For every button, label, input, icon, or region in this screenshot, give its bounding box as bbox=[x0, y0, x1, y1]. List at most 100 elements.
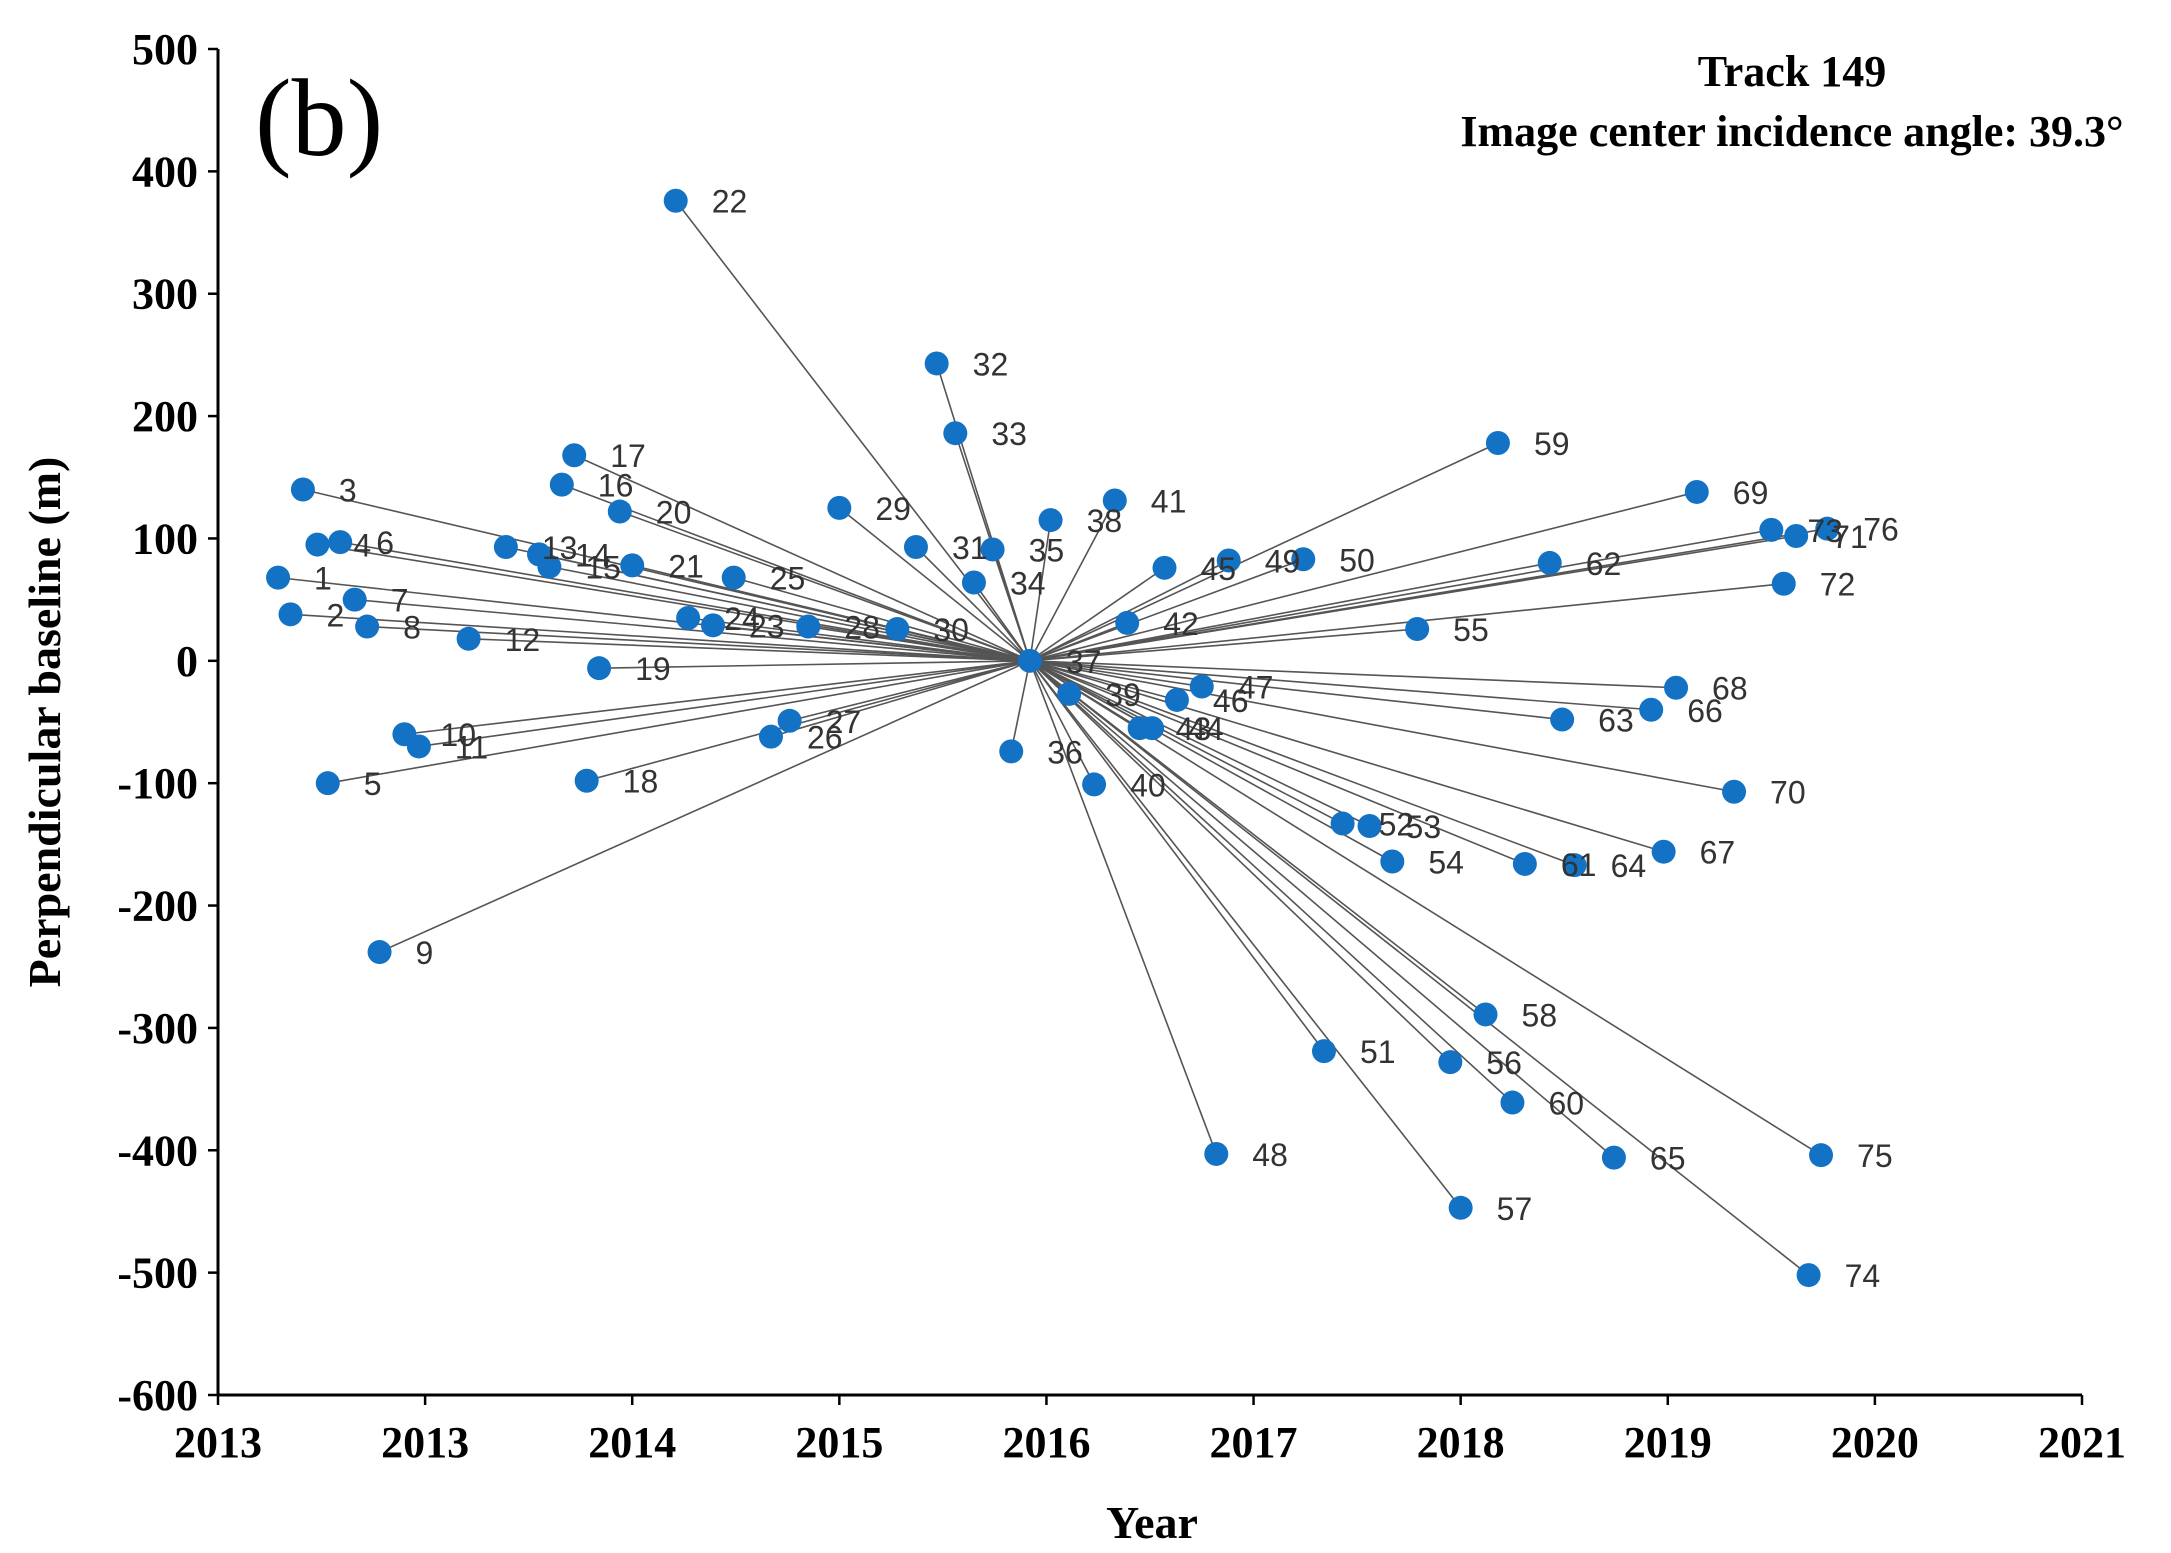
y-ticks: 500 400 300 200 100 0 -100 -200 -300 -400 -500 -600 bbox=[117, 25, 218, 1420]
point-label: 4 bbox=[353, 528, 371, 564]
point-label: 36 bbox=[1047, 734, 1083, 770]
baseline-edge bbox=[1029, 660, 1664, 853]
acquisition-point bbox=[924, 351, 949, 376]
baseline-edge bbox=[1029, 660, 1526, 865]
x-tick-label: 2019 bbox=[1624, 1418, 1712, 1467]
acquisition-point bbox=[620, 553, 645, 578]
point-label: 2 bbox=[326, 597, 344, 633]
y-tick-label: 200 bbox=[132, 392, 198, 441]
point-label: 9 bbox=[416, 935, 434, 971]
acquisition-point bbox=[1311, 1039, 1336, 1064]
point-label: 24 bbox=[724, 601, 760, 637]
point-label: 46 bbox=[1213, 683, 1249, 719]
acquisition-point bbox=[493, 535, 518, 560]
acquisition-point bbox=[562, 443, 587, 468]
point-label: 30 bbox=[933, 612, 969, 648]
point-label: 14 bbox=[575, 537, 611, 573]
acquisition-point bbox=[676, 605, 701, 630]
baseline-edge bbox=[561, 483, 1031, 662]
acquisition-point bbox=[1664, 675, 1689, 700]
baseline-edge bbox=[586, 660, 1031, 782]
baseline-edge bbox=[1010, 660, 1031, 752]
acquisition-point bbox=[1357, 814, 1382, 839]
point-label: 29 bbox=[875, 491, 911, 527]
acquisition-point bbox=[1438, 1050, 1463, 1075]
acquisition-point bbox=[961, 570, 986, 595]
acquisition-point bbox=[663, 188, 688, 213]
baseline-edge bbox=[1029, 442, 1499, 662]
acquisition-point bbox=[1038, 508, 1063, 533]
acquisition-point bbox=[980, 537, 1005, 562]
point-label: 70 bbox=[1770, 775, 1806, 811]
point-label: 20 bbox=[656, 495, 692, 531]
point-label: 56 bbox=[1486, 1045, 1522, 1081]
point-label: 66 bbox=[1687, 693, 1723, 729]
point-label: 17 bbox=[610, 438, 646, 474]
baseline-edge bbox=[468, 637, 1030, 662]
point-label: 1 bbox=[314, 561, 332, 597]
point-label: 72 bbox=[1820, 567, 1856, 603]
acquisition-point bbox=[1216, 548, 1241, 573]
acquisition-point bbox=[1057, 681, 1082, 706]
point-label: 63 bbox=[1598, 703, 1634, 739]
x-tick-label: 2016 bbox=[1002, 1418, 1090, 1467]
x-ticks: 2013 2013 2014 2015 2016 2017 2018 2019 2020 2021 bbox=[174, 1395, 2126, 1467]
point-label: 19 bbox=[635, 651, 671, 687]
y-axis-title: Perpendicular baseline (m) bbox=[19, 457, 70, 988]
acquisition-point bbox=[315, 771, 340, 796]
baseline-edge bbox=[1029, 660, 1095, 785]
acquisition-point bbox=[1140, 716, 1165, 741]
point-label: 35 bbox=[1029, 532, 1065, 568]
point-label: 32 bbox=[973, 346, 1009, 382]
point-label: 16 bbox=[598, 468, 634, 504]
point-label: 6 bbox=[376, 525, 394, 561]
point-label: 10 bbox=[440, 717, 476, 753]
baseline-edge bbox=[340, 541, 1031, 662]
acquisition-point bbox=[1485, 431, 1510, 456]
acquisition-point bbox=[574, 768, 599, 793]
x-tick-label: 2017 bbox=[1210, 1418, 1298, 1467]
acquisition-point bbox=[367, 940, 392, 965]
acquisition-point bbox=[1115, 610, 1140, 635]
acquisition-point bbox=[266, 565, 291, 590]
point-label: 27 bbox=[826, 704, 862, 740]
point-label: 33 bbox=[991, 416, 1027, 452]
point-label: 47 bbox=[1238, 670, 1274, 706]
point-label: 62 bbox=[1586, 546, 1622, 582]
baseline-edge bbox=[838, 507, 1031, 662]
acquisition-point bbox=[827, 495, 852, 520]
baseline-edge bbox=[290, 613, 1030, 662]
acquisition-point bbox=[700, 613, 725, 638]
point-label: 43 bbox=[1176, 711, 1212, 747]
acquisition-point bbox=[1684, 479, 1709, 504]
acquisition-point bbox=[1784, 524, 1809, 549]
scatter-points bbox=[266, 188, 1840, 1288]
acquisition-point bbox=[1500, 1090, 1525, 1115]
acquisition-point bbox=[1796, 1263, 1821, 1288]
acquisition-point bbox=[305, 532, 330, 557]
x-tick-label: 2014 bbox=[588, 1418, 676, 1467]
point-label: 5 bbox=[364, 766, 382, 802]
point-label: 23 bbox=[749, 608, 785, 644]
point-label: 31 bbox=[952, 530, 988, 566]
baseline-edge bbox=[1029, 527, 1828, 662]
baseline-edge bbox=[538, 553, 1031, 662]
point-label: 28 bbox=[844, 610, 880, 646]
acquisition-point bbox=[1601, 1145, 1626, 1170]
point-label: 13 bbox=[542, 530, 578, 566]
baseline-edge bbox=[379, 660, 1031, 953]
baseline-edge bbox=[688, 617, 1030, 662]
point-label: 50 bbox=[1339, 542, 1375, 578]
acquisition-point bbox=[278, 602, 303, 627]
y-tick-label: -500 bbox=[117, 1249, 198, 1298]
point-label: 22 bbox=[712, 184, 748, 220]
point-label: 68 bbox=[1712, 671, 1748, 707]
acquisition-point bbox=[943, 421, 968, 446]
acquisition-point bbox=[1448, 1195, 1473, 1220]
baseline-edge bbox=[1029, 660, 1652, 711]
baseline-edge bbox=[1029, 628, 1418, 662]
point-label: 44 bbox=[1188, 711, 1224, 747]
point-label: 52 bbox=[1379, 807, 1415, 843]
point-label: 51 bbox=[1360, 1034, 1396, 1070]
